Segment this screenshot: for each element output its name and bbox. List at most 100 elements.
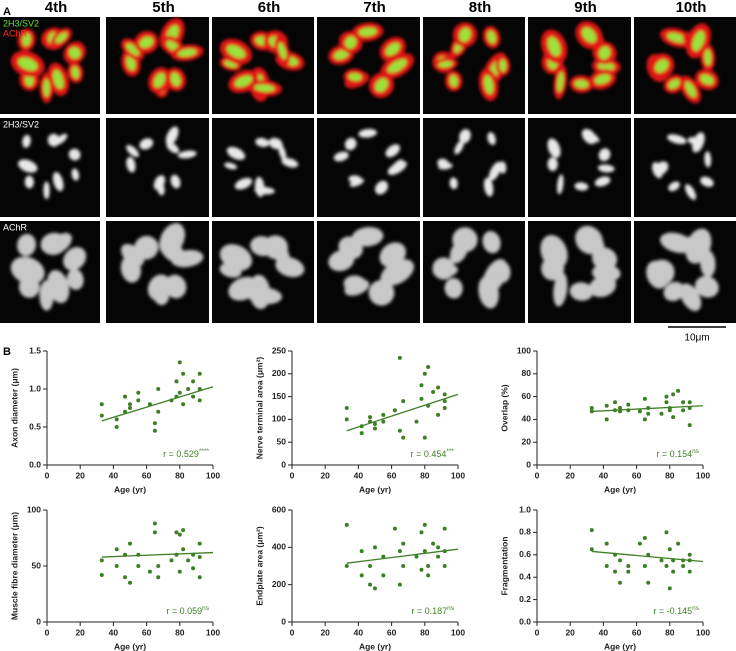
axon-signal (547, 157, 558, 172)
fit-line (101, 551, 214, 558)
achr-signal (219, 244, 253, 271)
data-point (152, 521, 157, 526)
axon-signal (226, 45, 246, 59)
data-point (344, 417, 349, 422)
x-tick-label: 0 (290, 470, 295, 480)
data-point (419, 567, 424, 572)
micrograph (317, 118, 420, 217)
micrograph (423, 17, 525, 114)
y-tick-label: 600 (272, 504, 286, 514)
micrograph-signal (120, 223, 204, 306)
achr-signal (228, 276, 259, 301)
annotation-significance: ns (447, 605, 455, 612)
axon-signal (499, 161, 507, 174)
axon-signal (488, 161, 502, 181)
axon-signal (24, 175, 34, 189)
micrograph (0, 221, 100, 323)
achr-signal (164, 274, 187, 299)
axon-signal (224, 162, 238, 170)
y-axis-title: Overlap (%) (499, 384, 509, 431)
row-label: 2H3/SV2 (3, 119, 39, 129)
data-point (422, 549, 427, 554)
data-point (169, 558, 174, 563)
axon-signal (348, 73, 362, 81)
data-point (687, 423, 692, 428)
x-tick-label: 100 (696, 627, 710, 637)
data-point (114, 425, 119, 429)
data-point (99, 558, 104, 563)
axon-signal (487, 30, 496, 44)
column-header: 4th (45, 0, 68, 16)
y-axis-title: Muscle fibre diameter (μm) (9, 512, 19, 620)
annotation-text: r = 0.059 (166, 606, 202, 616)
axon-signal (68, 148, 81, 161)
axon-signal (438, 61, 453, 68)
annotation-text: r = 0.529 (163, 449, 199, 459)
axon-signal (668, 79, 680, 89)
data-point (419, 530, 424, 535)
data-point (613, 569, 618, 574)
data-point (368, 564, 373, 568)
data-point (431, 541, 436, 546)
y-tick-label: 0.4 (519, 571, 531, 581)
data-point (681, 564, 686, 568)
y-tick-label: 0 (526, 459, 531, 469)
x-tick-label: 40 (354, 627, 364, 637)
data-point (676, 541, 681, 546)
axon-signal (597, 164, 615, 173)
y-tick-label: 40 (522, 414, 532, 424)
y-tick-label: 0.2 (519, 594, 531, 604)
y-tick-label: 0.0 (519, 616, 531, 626)
y-tick-label: 0.0 (29, 459, 41, 469)
data-point (397, 428, 402, 433)
data-point (667, 547, 672, 552)
data-point (177, 360, 182, 365)
axon-signal (22, 134, 31, 148)
achr-signal (478, 275, 499, 309)
correlation-annotation: r = 0.187ns (411, 605, 454, 617)
axon-signal (177, 150, 197, 159)
data-point (156, 564, 161, 568)
micrograph-signal (652, 132, 714, 200)
axon-signal (692, 30, 705, 51)
axon-signal (385, 42, 400, 56)
data-point (667, 586, 672, 591)
data-point (114, 564, 119, 568)
data-point (181, 528, 186, 533)
x-tick-label: 80 (420, 470, 430, 480)
data-point (664, 394, 669, 399)
data-point (642, 417, 647, 422)
data-point (136, 390, 141, 395)
micrograph-signal (10, 27, 86, 103)
micrograph-signal (432, 227, 511, 309)
data-point (436, 545, 441, 550)
x-axis-title: Age (yr) (114, 484, 146, 494)
data-point (381, 573, 386, 578)
axon-signal (165, 126, 179, 146)
column-header: 7th (363, 0, 386, 16)
annotation-significance: ns (202, 605, 210, 612)
data-point (604, 403, 609, 408)
data-point (186, 387, 191, 391)
x-tick-label: 60 (142, 470, 152, 480)
x-axis-title: Age (yr) (114, 641, 146, 651)
axon-signal (385, 144, 400, 158)
achr-signal (351, 226, 384, 247)
micrograph-signal (219, 235, 305, 310)
data-point (442, 406, 447, 410)
axon-signal (387, 59, 407, 73)
data-point (114, 547, 119, 552)
data-point (373, 545, 377, 550)
data-point (344, 564, 349, 568)
x-axis-title: Age (yr) (359, 641, 391, 651)
column-header: 8th (469, 0, 492, 16)
achr-signal (482, 231, 501, 254)
micrograph-bg (106, 17, 209, 114)
data-point (414, 419, 419, 424)
fit-line (591, 405, 704, 413)
axon-signal (499, 59, 507, 72)
achr-signal (569, 282, 594, 301)
data-point (123, 575, 128, 580)
data-point (128, 402, 132, 407)
axon-signal (483, 177, 494, 197)
